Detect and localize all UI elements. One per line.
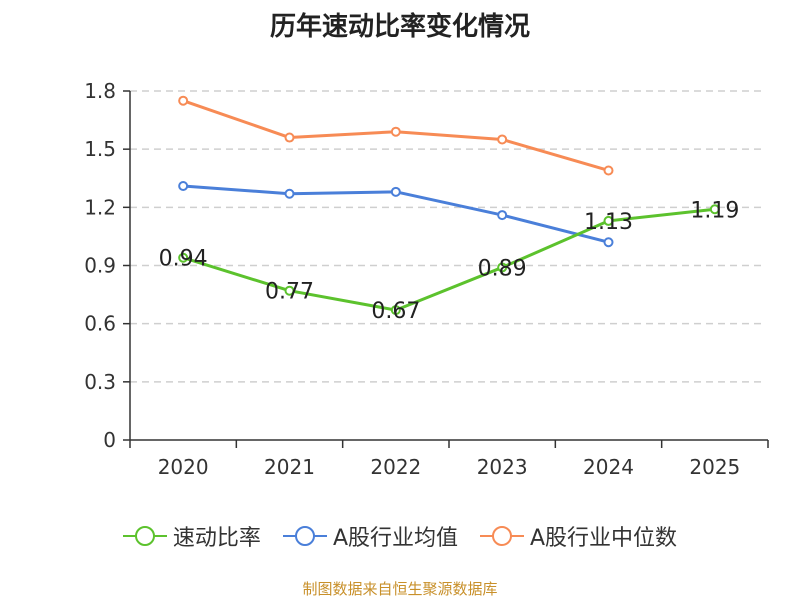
data-point[interactable]: [497, 210, 508, 221]
legend-item-industry-median[interactable]: A股行业中位数: [480, 520, 677, 552]
x-tick-label: 2025: [689, 455, 740, 479]
data-label: 0.67: [371, 299, 420, 324]
data-point[interactable]: [390, 186, 401, 197]
data-label: 0.94: [159, 247, 208, 272]
data-point[interactable]: [284, 285, 295, 296]
legend-swatch-quick-ratio: [122, 526, 167, 546]
y-tick-label: 0.3: [84, 370, 116, 394]
data-point[interactable]: [390, 305, 401, 316]
y-tick-label: 0: [103, 428, 116, 452]
legend-label-industry-mean: A股行业均值: [332, 526, 458, 551]
x-tick-label: 2024: [583, 455, 634, 479]
data-point[interactable]: [497, 262, 508, 273]
data-label: 1.19: [690, 198, 739, 223]
data-point[interactable]: [178, 95, 189, 106]
data-point[interactable]: [178, 252, 189, 263]
source-note: 制图数据来自恒生聚源数据库: [302, 580, 498, 598]
legend-item-industry-mean[interactable]: A股行业均值: [282, 520, 458, 552]
legend-label-quick-ratio: 速动比率: [172, 526, 261, 551]
data-point[interactable]: [603, 165, 614, 176]
data-point[interactable]: [709, 204, 720, 215]
legend-swatch-industry-median: [480, 526, 524, 546]
data-point[interactable]: [178, 181, 189, 192]
y-tick-label: 1.5: [84, 137, 116, 161]
data-point[interactable]: [390, 126, 401, 137]
legend-swatch-industry-mean: [282, 526, 327, 546]
legend-label-industry-median: A股行业中位数: [530, 526, 678, 551]
data-point[interactable]: [497, 134, 508, 145]
y-tick-label: 0.9: [84, 254, 116, 278]
data-point[interactable]: [284, 132, 295, 143]
x-tick-label: 2020: [158, 455, 209, 479]
chart-title: 历年速动比率变化情况: [269, 12, 530, 42]
data-point[interactable]: [284, 188, 295, 199]
x-tick-label: 2023: [477, 455, 528, 479]
y-tick-label: 0.6: [84, 312, 116, 336]
chart-legend: 速动比率 A股行业均值 A股行业中位数: [0, 518, 800, 554]
data-label: 0.77: [265, 280, 314, 305]
y-tick-label: 1.8: [84, 79, 116, 103]
y-tick-label: 1.2: [84, 195, 116, 219]
data-point[interactable]: [603, 215, 614, 226]
data-label: 1.13: [584, 210, 633, 235]
x-tick-label: 2022: [370, 455, 421, 479]
legend-item-quick-ratio[interactable]: 速动比率: [122, 520, 261, 552]
series-line-0: [182, 207, 715, 312]
data-point[interactable]: [603, 237, 614, 248]
data-label: 0.89: [478, 256, 527, 281]
x-tick-label: 2021: [264, 455, 315, 479]
